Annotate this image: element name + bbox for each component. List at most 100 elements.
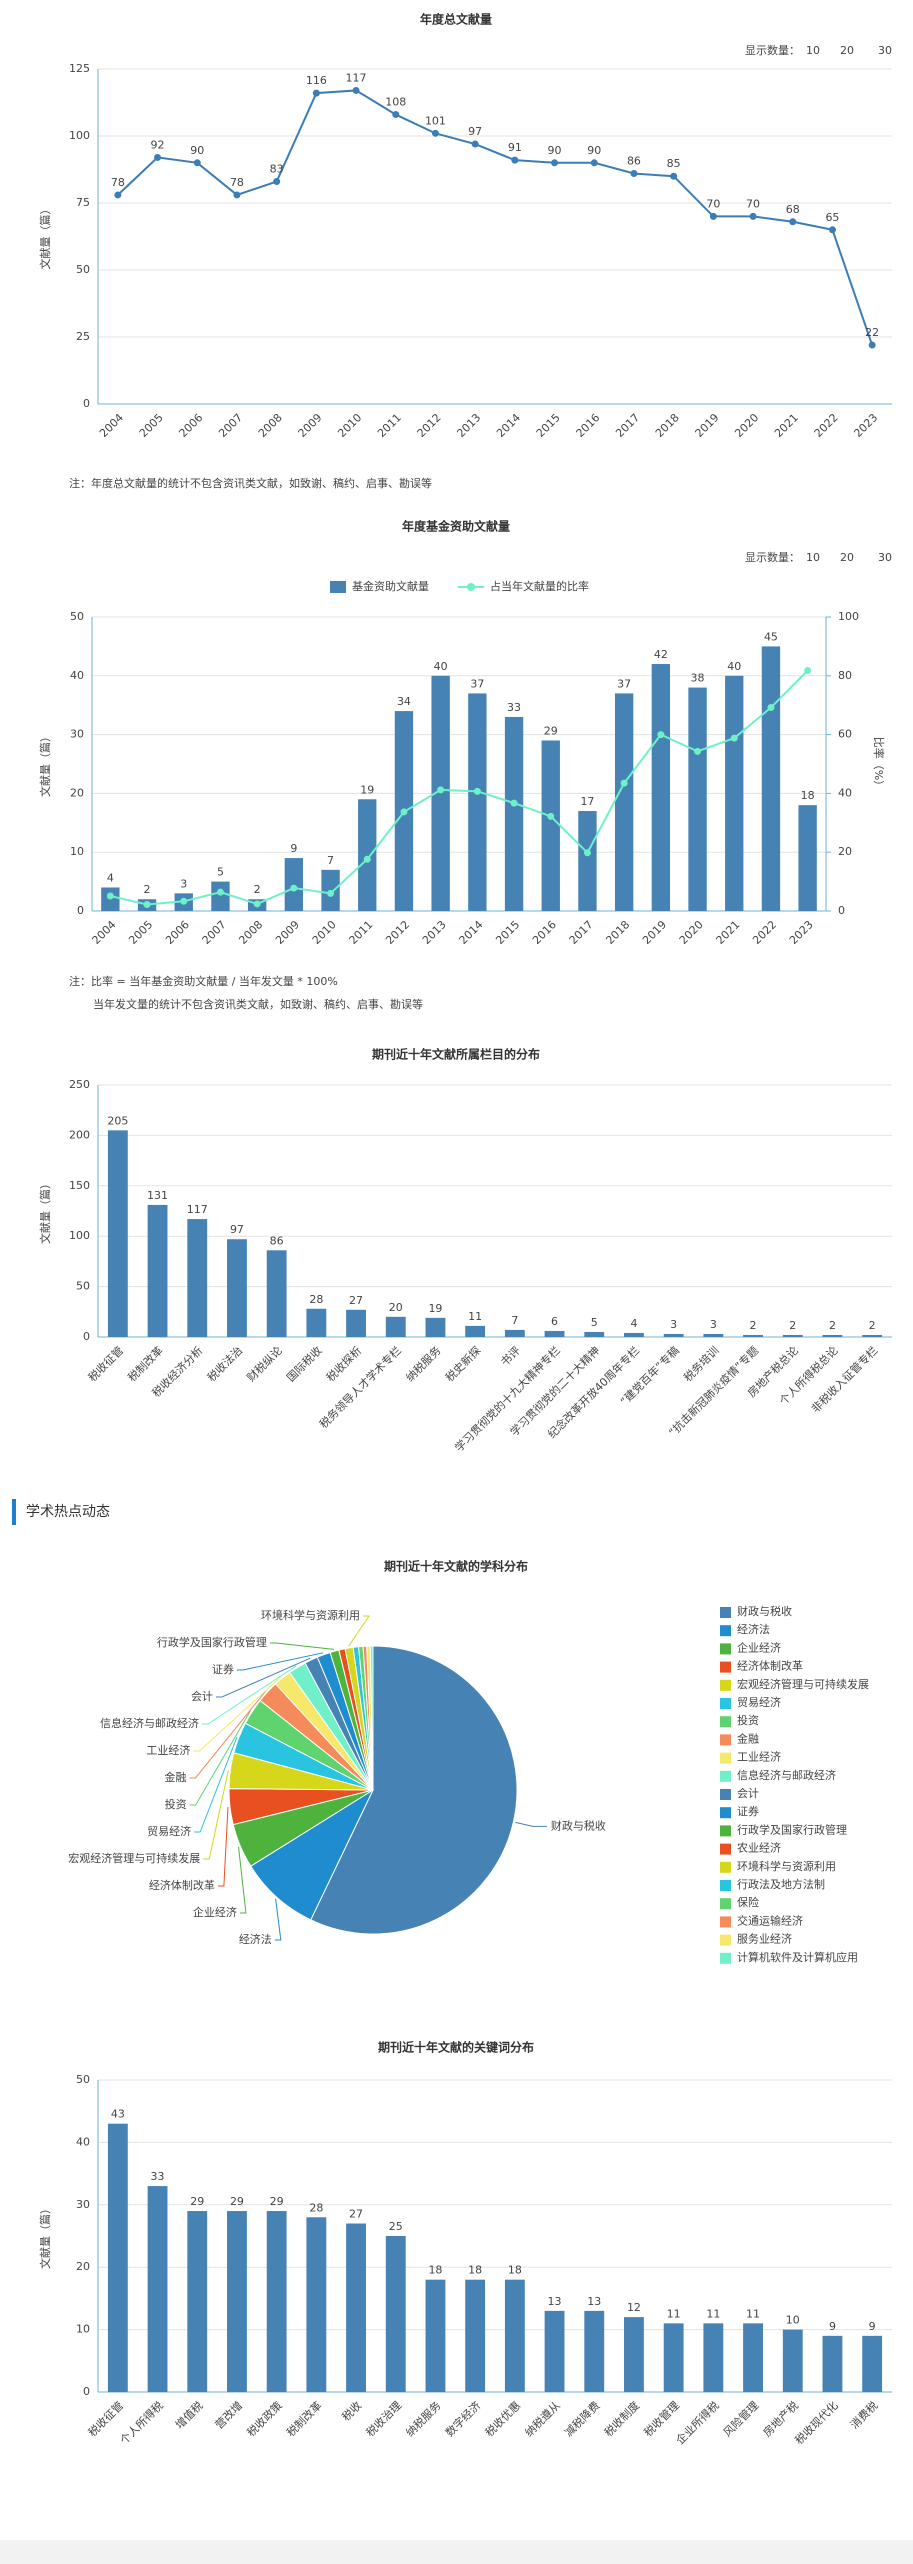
- point: [193, 159, 201, 167]
- value-label: 3: [710, 1318, 717, 1331]
- x-tick-label: 税收征管: [85, 1343, 126, 1384]
- bar: [504, 2279, 525, 2392]
- legend-label: 环境科学与资源利用: [737, 1859, 836, 1873]
- value-label: 90: [548, 144, 562, 157]
- y-tick-label: 0: [83, 2385, 90, 2398]
- bar: [544, 2310, 565, 2392]
- legend-swatch: [720, 1625, 731, 1637]
- x-tick-label: 2005: [137, 411, 166, 440]
- value-label: 7: [511, 1314, 518, 1327]
- bar: [504, 1329, 525, 1337]
- y-tick-label: 30: [70, 728, 84, 741]
- x-tick-label: 国际税收: [284, 1343, 325, 1384]
- point: [590, 159, 598, 167]
- x-tick-label: 纳税服务: [403, 1343, 444, 1384]
- value-label: 11: [746, 2307, 760, 2320]
- x-tick-label: 2010: [310, 918, 339, 947]
- x-tick-label: 2010: [335, 411, 364, 440]
- value-label: 28: [309, 1293, 323, 1306]
- x-tick-label: 税收制度: [601, 2398, 642, 2439]
- x-tick-label: 税收政策: [244, 2398, 285, 2439]
- bar: [465, 2279, 486, 2392]
- bar: [651, 664, 671, 911]
- value-label: 33: [507, 701, 521, 714]
- legend-label: 经济体制改革: [737, 1659, 803, 1673]
- y-tick-label: 250: [69, 1078, 90, 1091]
- y-tick-label: 50: [70, 610, 84, 623]
- legend-label: 金融: [737, 1731, 759, 1745]
- x-tick-label: 2009: [273, 918, 302, 947]
- bar: [431, 675, 450, 911]
- point: [828, 226, 836, 234]
- leader-line: [189, 1690, 267, 1779]
- value-label: 205: [107, 1114, 128, 1127]
- display-count-option[interactable]: 20: [840, 44, 854, 57]
- legend-swatch: [720, 1716, 731, 1728]
- point: [551, 159, 559, 167]
- value-label: 117: [346, 71, 367, 84]
- y-axis-title: 文献量（篇）: [38, 2203, 52, 2269]
- value-label: 6: [551, 1315, 558, 1328]
- x-tick-label: 税收现代化: [792, 2398, 841, 2447]
- line: [117, 89, 874, 346]
- y-tick-label: 125: [69, 62, 90, 75]
- bar: [425, 1317, 446, 1337]
- x-tick-label: 减税降费: [561, 2398, 602, 2439]
- value-label: 33: [151, 2170, 165, 2183]
- value-label: 2: [829, 1319, 836, 1332]
- point: [583, 849, 591, 857]
- x-tick-label: 房地产税: [760, 2398, 801, 2439]
- x-tick-label: 税收优惠: [482, 2398, 523, 2439]
- display-count-option[interactable]: 20: [840, 551, 854, 564]
- slice-label: 会计: [191, 1690, 213, 1703]
- slice-label: 经济体制改革: [149, 1878, 215, 1892]
- display-count-label: 显示数量：: [745, 44, 800, 57]
- value-label: 70: [706, 197, 720, 210]
- x-tick-label: 2014: [457, 918, 486, 947]
- bar: [266, 1250, 287, 1337]
- legend-swatch: [720, 1825, 731, 1837]
- x-tick-label: 2013: [420, 918, 449, 947]
- value-label: 18: [468, 2264, 482, 2277]
- legend-swatch: [720, 1770, 731, 1782]
- bar: [346, 1309, 366, 1337]
- y-tick-label: 25: [76, 330, 90, 343]
- point: [392, 111, 400, 119]
- bar: [822, 2335, 843, 2392]
- point: [363, 855, 371, 863]
- x-tick-label: 纳税服务: [403, 2398, 444, 2439]
- display-count-option[interactable]: 10: [806, 44, 820, 57]
- legend-swatch: [720, 1843, 731, 1855]
- value-label: 34: [397, 695, 411, 708]
- bar: [358, 799, 377, 911]
- x-tick-label: 2019: [640, 918, 669, 947]
- y2-tick-label: 40: [838, 786, 852, 799]
- value-label: 2: [254, 883, 261, 896]
- x-tick-label: 2017: [613, 411, 642, 440]
- display-count-option[interactable]: 10: [806, 551, 820, 564]
- bar: [541, 740, 560, 911]
- legend-label: 计算机软件及计算机应用: [737, 1950, 858, 1964]
- value-label: 85: [667, 157, 681, 170]
- point: [657, 731, 665, 739]
- leader-line: [189, 1710, 251, 1806]
- leader-line: [269, 1642, 335, 1650]
- display-count-option[interactable]: 30: [878, 551, 892, 564]
- value-label: 9: [869, 2320, 876, 2333]
- bar: [346, 2223, 366, 2392]
- value-label: 5: [591, 1316, 598, 1329]
- legend-label: 贸易经济: [737, 1695, 781, 1709]
- bar: [306, 2217, 327, 2392]
- pie-slice: [310, 1645, 518, 1935]
- display-count-option[interactable]: 30: [878, 44, 892, 57]
- x-tick-label: 营改增: [212, 2398, 245, 2431]
- x-tick-label: 企业所得税: [673, 2398, 722, 2447]
- value-label: 45: [764, 630, 778, 643]
- value-label: 11: [667, 2307, 681, 2320]
- value-label: 117: [187, 1203, 208, 1216]
- y-axis-title: 文献量（篇）: [38, 1178, 52, 1244]
- slice-label: 投资: [165, 1797, 187, 1811]
- x-tick-label: 2005: [126, 918, 155, 947]
- point: [437, 786, 445, 794]
- value-label: 90: [587, 144, 601, 157]
